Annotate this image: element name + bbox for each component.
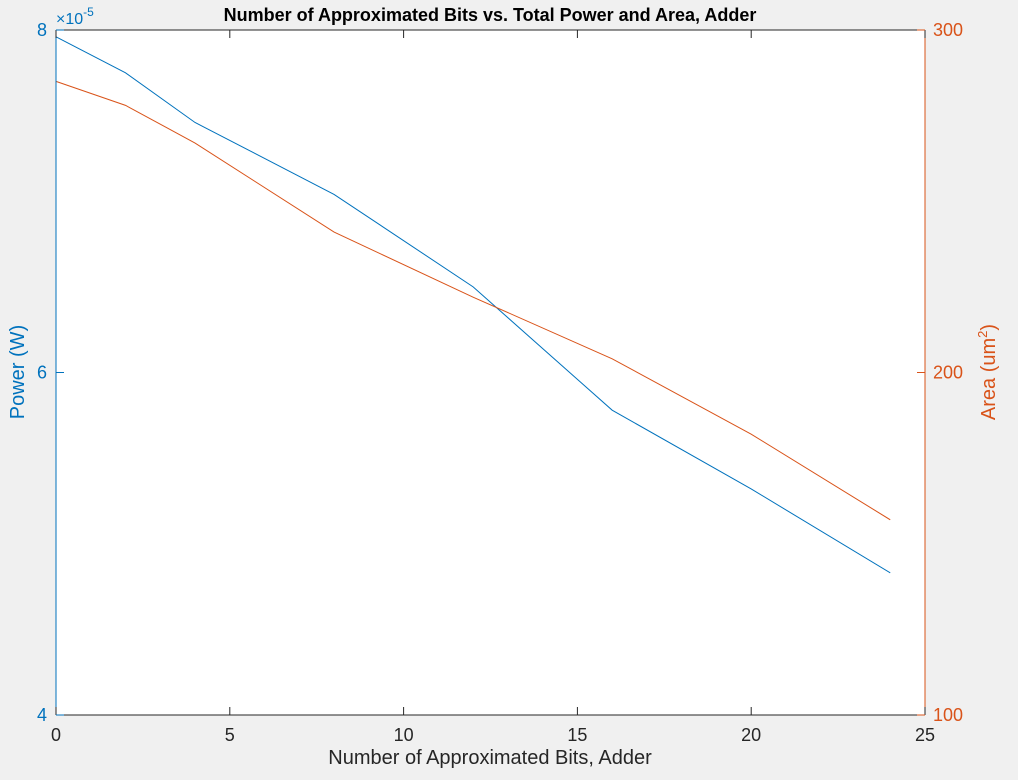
x-tick-label: 15 (567, 725, 587, 745)
right-axis-label-suffix: ) (978, 324, 1000, 331)
series-layer (55, 36, 891, 574)
right-axis-label-prefix: Area (um (978, 338, 1000, 420)
x-axis-label: Number of Approximated Bits, Adder (328, 747, 652, 769)
x-tick-label: 20 (741, 725, 761, 745)
power-series-line (55, 36, 891, 574)
exponent-base: ×10 (56, 11, 83, 28)
left-tick-label: 6 (37, 363, 47, 383)
left-axis-label: Power (W) (7, 325, 29, 419)
right-axis-label: Area (um2) (975, 324, 1000, 420)
right-tick-label: 100 (933, 705, 963, 725)
left-axis-exponent: ×10-5 (56, 5, 94, 28)
axes-layer: 0 5 10 15 20 25 4 6 8 100 200 300 (37, 20, 963, 745)
right-tick-label: 300 (933, 20, 963, 40)
x-tick-label: 5 (225, 725, 235, 745)
right-tick-label: 200 (933, 363, 963, 383)
x-tick-label: 25 (915, 725, 935, 745)
plot-area (56, 30, 925, 715)
area-series-line (55, 80, 891, 521)
left-tick-label: 4 (37, 705, 47, 725)
chart-title: Number of Approximated Bits vs. Total Po… (224, 5, 757, 25)
x-tick-label: 10 (394, 725, 414, 745)
left-tick-label: 8 (37, 20, 47, 40)
exponent-power: -5 (83, 5, 94, 19)
right-axis-label-superscript: 2 (975, 331, 990, 338)
x-tick-label: 0 (51, 725, 61, 745)
